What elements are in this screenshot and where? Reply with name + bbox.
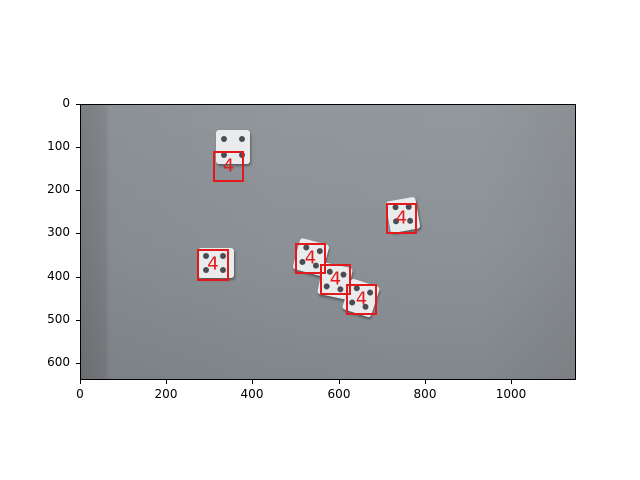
die-pip [221,152,227,158]
y-tick-label: 200 [47,182,70,196]
y-tick-label: 300 [47,225,70,239]
x-tick-label: 800 [413,387,437,401]
x-tick [166,380,167,384]
detection-label: 4 [222,155,235,177]
x-tick-label: 600 [327,387,351,401]
x-tick [511,380,512,384]
y-tick-label: 100 [47,139,70,153]
x-tick-label: 1000 [495,387,527,401]
detection-box: 4 [346,284,377,315]
die-pip [221,136,227,142]
table-surface-photo [80,104,576,380]
y-tick-label: 400 [47,269,70,283]
die-pip [203,267,209,273]
y-tick-label: 0 [62,96,70,110]
x-tick [80,380,81,384]
die-pip [203,253,209,259]
detection-box: 4 [197,249,229,281]
detection-label: 4 [395,207,408,229]
y-tick [76,277,80,278]
die [216,130,250,164]
y-tick [76,190,80,191]
detection-box: 4 [295,243,326,274]
detection-label: 4 [304,247,317,269]
x-tick-label: 0 [76,387,84,401]
y-tick [76,233,80,234]
detection-label: 4 [207,253,219,275]
detection-label: 4 [329,268,342,290]
x-tick-label: 400 [240,387,264,401]
die-pip [220,267,226,273]
die-pip [220,253,226,259]
detection-label: 4 [355,288,368,310]
y-tick [76,104,80,105]
x-tick [339,380,340,384]
y-tick [76,147,80,148]
x-tick-label: 200 [154,387,178,401]
photo-area: 4 4 4 4 4 4 [80,104,576,380]
y-tick [76,363,80,364]
die-pip [239,136,245,142]
y-tick-label: 500 [47,312,70,326]
y-tick-label: 600 [47,355,70,369]
detection-box: 4 [213,151,244,182]
x-tick [252,380,253,384]
x-tick [425,380,426,384]
y-tick [76,320,80,321]
detection-box: 4 [320,264,351,295]
detection-box: 4 [386,203,417,234]
photo-shading [80,104,576,380]
